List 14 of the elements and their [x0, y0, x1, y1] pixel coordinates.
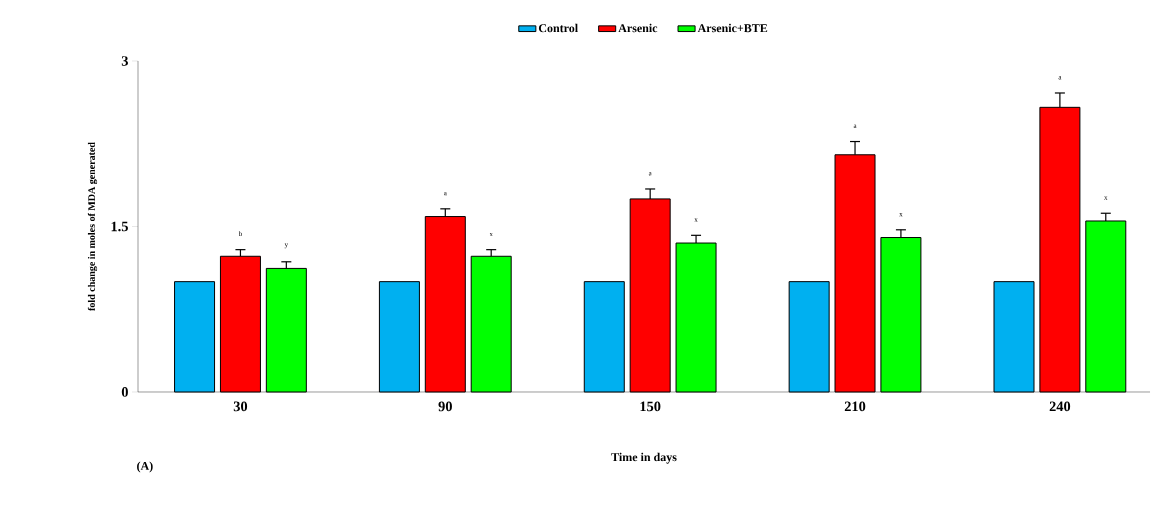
x-tick-label: 30 [233, 401, 248, 412]
legend-label: Control [538, 23, 578, 33]
y-tick-label: 3 [121, 56, 128, 66]
x-tick-label: 90 [438, 401, 452, 412]
text: (A) [137, 461, 153, 473]
legend-label: Arsenic+BTE [697, 23, 768, 33]
x-axis-title: Time in days [611, 452, 677, 464]
y-tick-label: 1.5 [111, 221, 128, 232]
legend-label: Arsenic [618, 23, 658, 33]
x-tick-label: 150 [640, 401, 661, 412]
y-tick-label: 0 [121, 387, 128, 397]
x-tick-label: 240 [1049, 401, 1071, 412]
x-tick-label: 210 [844, 401, 866, 412]
y-axis-title: fold change in moles of MDA generated [87, 142, 98, 311]
